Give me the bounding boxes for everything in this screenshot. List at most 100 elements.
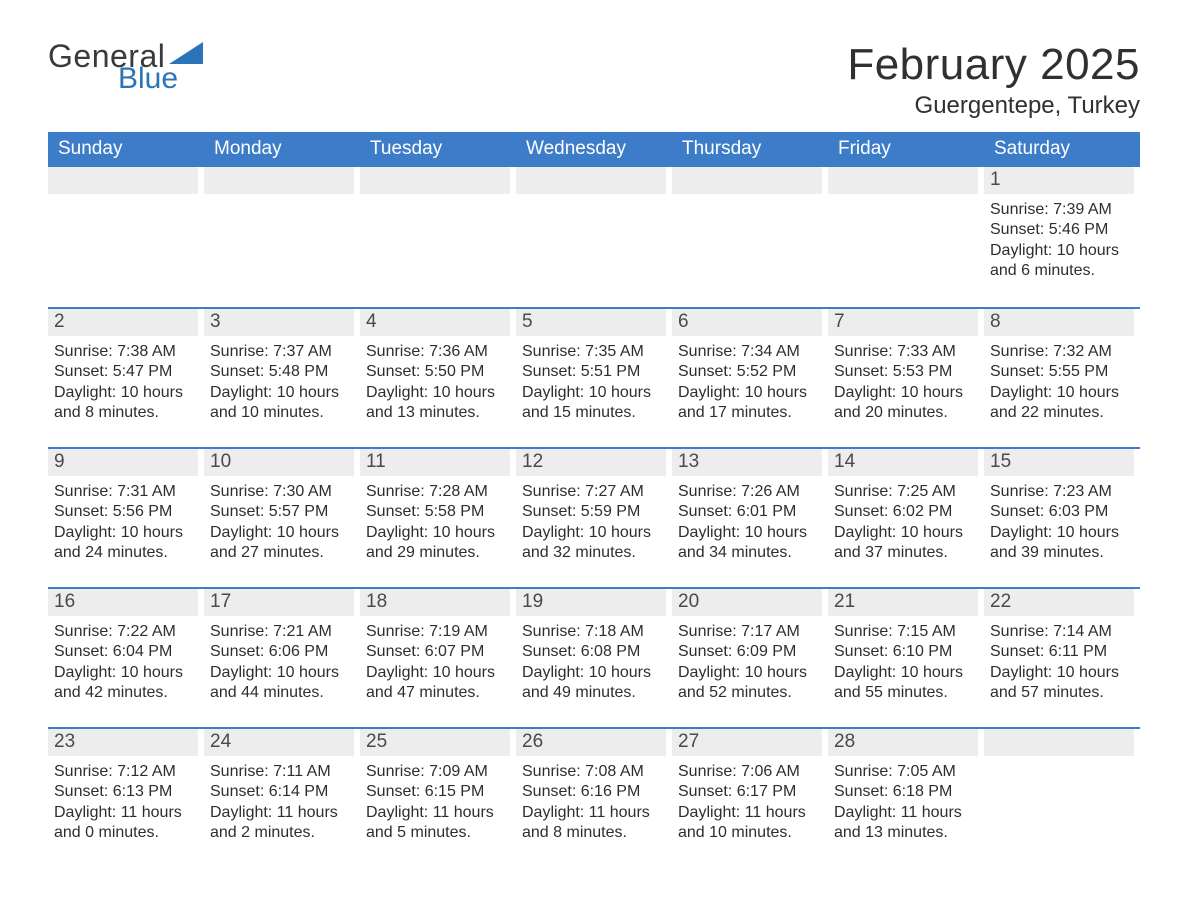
day-number [204, 167, 354, 194]
day-number: 18 [360, 589, 510, 616]
day-body: Sunrise: 7:35 AMSunset: 5:51 PMDaylight:… [516, 342, 666, 424]
day-number: 10 [204, 449, 354, 476]
week-row: 2Sunrise: 7:38 AMSunset: 5:47 PMDaylight… [48, 307, 1140, 447]
weekday-header-tuesday: Tuesday [360, 132, 516, 167]
daylight-line-1: Daylight: 10 hours [678, 383, 818, 403]
sunset-line: Sunset: 5:51 PM [522, 362, 662, 382]
sunset-line: Sunset: 5:47 PM [54, 362, 194, 382]
day-body: Sunrise: 7:19 AMSunset: 6:07 PMDaylight:… [360, 622, 510, 704]
day-cell: 7Sunrise: 7:33 AMSunset: 5:53 PMDaylight… [828, 309, 984, 433]
weekday-header-friday: Friday [828, 132, 984, 167]
sunset-line: Sunset: 6:13 PM [54, 782, 194, 802]
day-number [360, 167, 510, 194]
day-body: Sunrise: 7:21 AMSunset: 6:06 PMDaylight:… [204, 622, 354, 704]
daylight-line-2: and 17 minutes. [678, 403, 818, 423]
sunrise-line: Sunrise: 7:35 AM [522, 342, 662, 362]
day-number: 9 [48, 449, 198, 476]
day-cell: 15Sunrise: 7:23 AMSunset: 6:03 PMDayligh… [984, 449, 1140, 573]
sunset-line: Sunset: 6:04 PM [54, 642, 194, 662]
day-cell: 22Sunrise: 7:14 AMSunset: 6:11 PMDayligh… [984, 589, 1140, 713]
day-cell: 5Sunrise: 7:35 AMSunset: 5:51 PMDaylight… [516, 309, 672, 433]
sunrise-line: Sunrise: 7:09 AM [366, 762, 506, 782]
daylight-line-2: and 10 minutes. [678, 823, 818, 843]
day-body: Sunrise: 7:30 AMSunset: 5:57 PMDaylight:… [204, 482, 354, 564]
daylight-line-1: Daylight: 10 hours [366, 523, 506, 543]
daylight-line-1: Daylight: 10 hours [522, 663, 662, 683]
sunrise-line: Sunrise: 7:08 AM [522, 762, 662, 782]
weekday-header-thursday: Thursday [672, 132, 828, 167]
sunset-line: Sunset: 5:58 PM [366, 502, 506, 522]
sunrise-line: Sunrise: 7:38 AM [54, 342, 194, 362]
day-body: Sunrise: 7:37 AMSunset: 5:48 PMDaylight:… [204, 342, 354, 424]
day-number: 26 [516, 729, 666, 756]
day-number: 20 [672, 589, 822, 616]
daylight-line-1: Daylight: 10 hours [366, 383, 506, 403]
day-cell [672, 167, 828, 293]
sunset-line: Sunset: 5:52 PM [678, 362, 818, 382]
day-cell: 18 Sunrise: 7:19 AMSunset: 6:07 PMDayligh… [360, 589, 516, 713]
sunrise-line: Sunrise: 7:22 AM [54, 622, 194, 642]
sunrise-line: Sunrise: 7:06 AM [678, 762, 818, 782]
daylight-line-1: Daylight: 10 hours [678, 523, 818, 543]
daylight-line-2: and 39 minutes. [990, 543, 1130, 563]
day-cell: 12Sunrise: 7:27 AMSunset: 5:59 PMDayligh… [516, 449, 672, 573]
day-body: Sunrise: 7:17 AMSunset: 6:09 PMDaylight:… [672, 622, 822, 704]
day-body: Sunrise: 7:14 AMSunset: 6:11 PMDaylight:… [984, 622, 1134, 704]
day-number [516, 167, 666, 194]
brand-logo: General Blue [48, 40, 203, 94]
day-number: 27 [672, 729, 822, 756]
day-body: Sunrise: 7:31 AMSunset: 5:56 PMDaylight:… [48, 482, 198, 564]
day-cell: 9 Sunrise: 7:31 AMSunset: 5:56 PMDaylight… [48, 449, 204, 573]
daylight-line-2: and 13 minutes. [366, 403, 506, 423]
sunset-line: Sunset: 6:06 PM [210, 642, 350, 662]
sunset-line: Sunset: 6:17 PM [678, 782, 818, 802]
day-number: 19 [516, 589, 666, 616]
day-number: 28 [828, 729, 978, 756]
sunset-line: Sunset: 5:56 PM [54, 502, 194, 522]
day-body: Sunrise: 7:27 AMSunset: 5:59 PMDaylight:… [516, 482, 666, 564]
day-cell: 24Sunrise: 7:11 AMSunset: 6:14 PMDayligh… [204, 729, 360, 853]
day-body: Sunrise: 7:06 AMSunset: 6:17 PMDaylight:… [672, 762, 822, 844]
day-body: Sunrise: 7:26 AMSunset: 6:01 PMDaylight:… [672, 482, 822, 564]
sunrise-line: Sunrise: 7:11 AM [210, 762, 350, 782]
daylight-line-1: Daylight: 10 hours [210, 383, 350, 403]
day-cell: 10 Sunrise: 7:30 AMSunset: 5:57 PMDayligh… [204, 449, 360, 573]
sunrise-line: Sunrise: 7:18 AM [522, 622, 662, 642]
day-cell: 28Sunrise: 7:05 AMSunset: 6:18 PMDayligh… [828, 729, 984, 853]
day-body: Sunrise: 7:18 AMSunset: 6:08 PMDaylight:… [516, 622, 666, 704]
day-body: Sunrise: 7:33 AMSunset: 5:53 PMDaylight:… [828, 342, 978, 424]
weekday-header-wednesday: Wednesday [516, 132, 672, 167]
location-subtitle: Guergentepe, Turkey [847, 92, 1140, 120]
day-cell: 26Sunrise: 7:08 AMSunset: 6:16 PMDayligh… [516, 729, 672, 853]
daylight-line-2: and 8 minutes. [522, 823, 662, 843]
daylight-line-2: and 0 minutes. [54, 823, 194, 843]
week-row: 1Sunrise: 7:39 AMSunset: 5:46 PMDaylight… [48, 167, 1140, 307]
sunset-line: Sunset: 6:10 PM [834, 642, 974, 662]
day-number: 6 [672, 309, 822, 336]
daylight-line-1: Daylight: 10 hours [834, 523, 974, 543]
sunrise-line: Sunrise: 7:34 AM [678, 342, 818, 362]
day-number: 11 [360, 449, 510, 476]
sunset-line: Sunset: 5:55 PM [990, 362, 1130, 382]
sunrise-line: Sunrise: 7:27 AM [522, 482, 662, 502]
week-row: 16Sunrise: 7:22 AMSunset: 6:04 PMDayligh… [48, 587, 1140, 727]
sunrise-line: Sunrise: 7:19 AM [366, 622, 506, 642]
day-cell: 3Sunrise: 7:37 AMSunset: 5:48 PMDaylight… [204, 309, 360, 433]
sunset-line: Sunset: 6:03 PM [990, 502, 1130, 522]
sunset-line: Sunset: 5:48 PM [210, 362, 350, 382]
daylight-line-1: Daylight: 10 hours [54, 523, 194, 543]
daylight-line-2: and 44 minutes. [210, 683, 350, 703]
sunrise-line: Sunrise: 7:15 AM [834, 622, 974, 642]
sunrise-line: Sunrise: 7:39 AM [990, 200, 1130, 220]
day-body: Sunrise: 7:09 AMSunset: 6:15 PMDaylight:… [360, 762, 510, 844]
daylight-line-1: Daylight: 10 hours [990, 663, 1130, 683]
sunset-line: Sunset: 6:14 PM [210, 782, 350, 802]
daylight-line-1: Daylight: 11 hours [678, 803, 818, 823]
daylight-line-2: and 5 minutes. [366, 823, 506, 843]
daylight-line-1: Daylight: 10 hours [678, 663, 818, 683]
daylight-line-1: Daylight: 11 hours [366, 803, 506, 823]
sunrise-line: Sunrise: 7:26 AM [678, 482, 818, 502]
sunrise-line: Sunrise: 7:12 AM [54, 762, 194, 782]
sunset-line: Sunset: 6:07 PM [366, 642, 506, 662]
day-number: 1 [984, 167, 1134, 194]
